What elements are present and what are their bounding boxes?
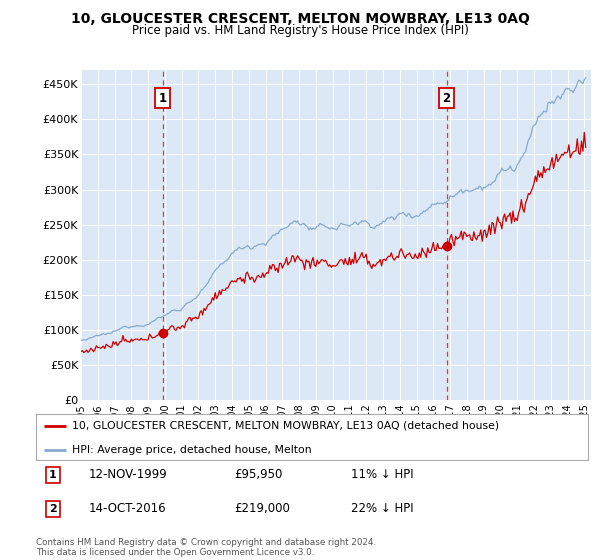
Text: 10, GLOUCESTER CRESCENT, MELTON MOWBRAY, LE13 0AQ: 10, GLOUCESTER CRESCENT, MELTON MOWBRAY,… (71, 12, 529, 26)
Text: 2: 2 (442, 92, 451, 105)
Text: 1: 1 (158, 92, 167, 105)
Text: HPI: Average price, detached house, Melton: HPI: Average price, detached house, Melt… (72, 445, 311, 455)
Text: £95,950: £95,950 (235, 468, 283, 481)
Text: £219,000: £219,000 (235, 502, 290, 515)
Text: 10, GLOUCESTER CRESCENT, MELTON MOWBRAY, LE13 0AQ (detached house): 10, GLOUCESTER CRESCENT, MELTON MOWBRAY,… (72, 421, 499, 431)
Text: 22% ↓ HPI: 22% ↓ HPI (350, 502, 413, 515)
Text: 2: 2 (49, 503, 56, 514)
Text: 1: 1 (49, 470, 56, 480)
Text: 12-NOV-1999: 12-NOV-1999 (88, 468, 167, 481)
Text: Contains HM Land Registry data © Crown copyright and database right 2024.
This d: Contains HM Land Registry data © Crown c… (36, 538, 376, 557)
Text: Price paid vs. HM Land Registry's House Price Index (HPI): Price paid vs. HM Land Registry's House … (131, 24, 469, 36)
Text: 11% ↓ HPI: 11% ↓ HPI (350, 468, 413, 481)
Text: 14-OCT-2016: 14-OCT-2016 (88, 502, 166, 515)
